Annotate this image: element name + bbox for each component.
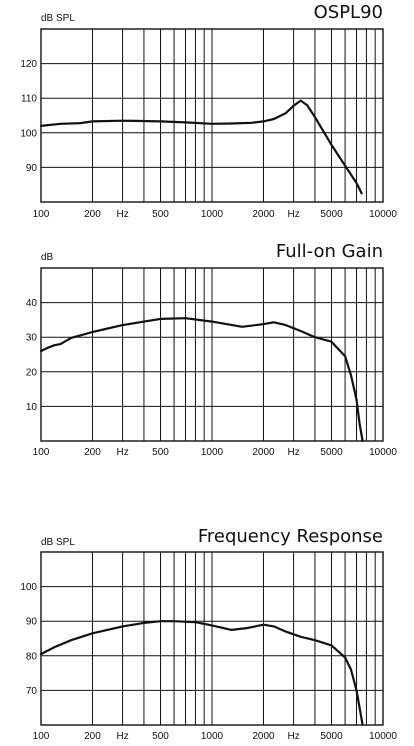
chart-1-xtick-8: 5000 xyxy=(320,209,343,220)
chart-1-xtick-6: 2000 xyxy=(252,209,275,220)
chart-2-ytick-4: 40 xyxy=(26,298,38,309)
chart-3-ytick-3: 90 xyxy=(26,617,38,628)
chart-2-xtick-2: 200 xyxy=(84,447,101,458)
chart-1-ytick-2: 100 xyxy=(20,128,37,139)
chart-2-xtick-8: 5000 xyxy=(320,447,343,458)
chart-1-xtick-7: Hz xyxy=(287,209,299,220)
chart-3-xtick-8: 5000 xyxy=(320,731,343,742)
chart-1-xtick-5: 1000 xyxy=(201,209,224,220)
chart-1-xtick-4: 500 xyxy=(152,209,169,220)
chart-3-ytick-4: 100 xyxy=(20,582,37,593)
chart-2-xtick-5: 1000 xyxy=(201,447,224,458)
chart-1-frame xyxy=(40,28,384,203)
chart-3-xtick-5: 1000 xyxy=(201,731,224,742)
chart-2-xtick-3: Hz xyxy=(116,447,128,458)
chart-2-xtick-7: Hz xyxy=(287,447,299,458)
chart-1-xtick-2: 200 xyxy=(84,209,101,220)
chart-3-xtick-6: 2000 xyxy=(252,731,275,742)
chart-3-series-1-line xyxy=(39,620,364,727)
chart-3-xtick-4: 500 xyxy=(152,731,169,742)
chart-1-xtick-3: Hz xyxy=(116,209,128,220)
chart-3-ytick-1: 70 xyxy=(26,686,38,697)
chart-3-title: Frequency Response xyxy=(198,526,383,547)
chart-1-xtick-9: 10000 xyxy=(369,209,397,220)
chart-1-xtick-1: 100 xyxy=(33,209,50,220)
chart-1-ytick-3: 110 xyxy=(21,94,37,105)
chart-1-ylabel: dB SPL xyxy=(41,13,75,24)
chart-2-ylabel: dB xyxy=(41,252,54,263)
chart-3-ylabel: dB SPL xyxy=(41,537,75,548)
chart-1-ytick-1: 90 xyxy=(26,163,38,174)
chart-2-xtick-4: 500 xyxy=(152,447,169,458)
chart-1-title: OSPL90 xyxy=(314,2,383,23)
chart-2-ytick-3: 30 xyxy=(26,333,38,344)
chart-3-xtick-9: 10000 xyxy=(369,731,397,742)
chart-2-frame xyxy=(40,267,384,442)
chart-2-title: Full-on Gain xyxy=(276,241,383,262)
chart-3-frame xyxy=(40,551,384,726)
chart-1-series-1-line xyxy=(39,99,363,195)
chart-3-xtick-7: Hz xyxy=(287,731,299,742)
chart-2-xtick-9: 10000 xyxy=(369,447,397,458)
chart-2-xtick-1: 100 xyxy=(33,447,50,458)
chart-2-series-1-line xyxy=(39,317,364,443)
chart-2-ytick-2: 20 xyxy=(26,367,38,378)
chart-1-ytick-4: 120 xyxy=(20,59,37,70)
chart-2-xtick-6: 2000 xyxy=(252,447,275,458)
chart-3-xtick-3: Hz xyxy=(116,731,128,742)
chart-3-xtick-1: 100 xyxy=(33,731,50,742)
chart-3-xtick-2: 200 xyxy=(84,731,101,742)
chart-2-ytick-1: 10 xyxy=(26,402,38,413)
chart-3-ytick-2: 80 xyxy=(26,651,38,662)
